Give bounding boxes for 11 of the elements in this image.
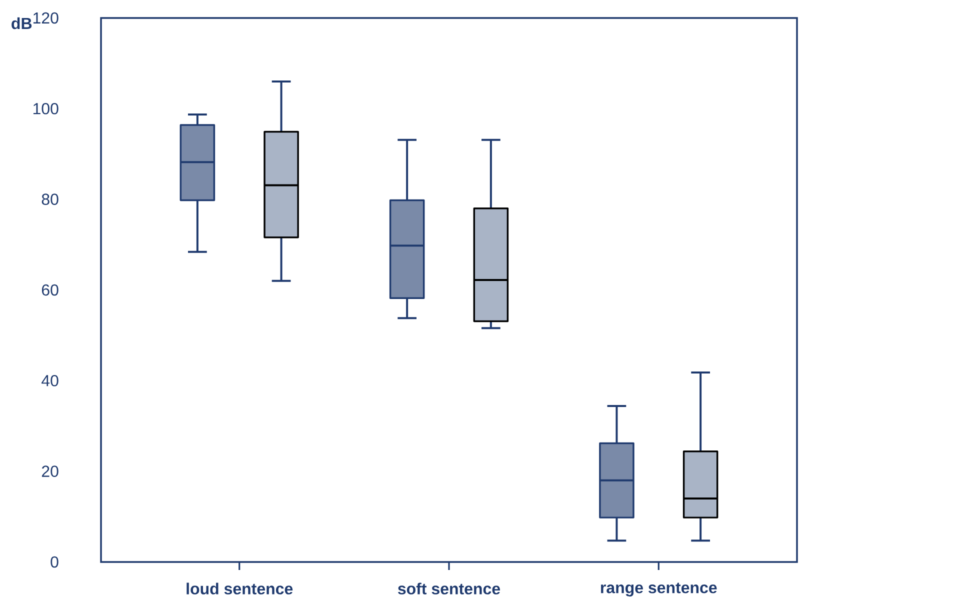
y-tick-label: 40 (42, 374, 58, 386)
y-tick-label: 100 (33, 103, 58, 114)
y-tick-label: 0 (50, 556, 58, 568)
y-tick-label: 20 (42, 466, 58, 477)
y-tick-label: 120 (33, 12, 58, 24)
x-tick-label: range sentence (600, 582, 717, 597)
x-tick-label: soft sentence (398, 582, 500, 594)
y-tick-label: 80 (42, 194, 58, 205)
y-tick-label: 60 (42, 284, 58, 296)
y-axis-title: dB (12, 17, 32, 30)
x-tick-label: loud sentence (186, 582, 293, 594)
